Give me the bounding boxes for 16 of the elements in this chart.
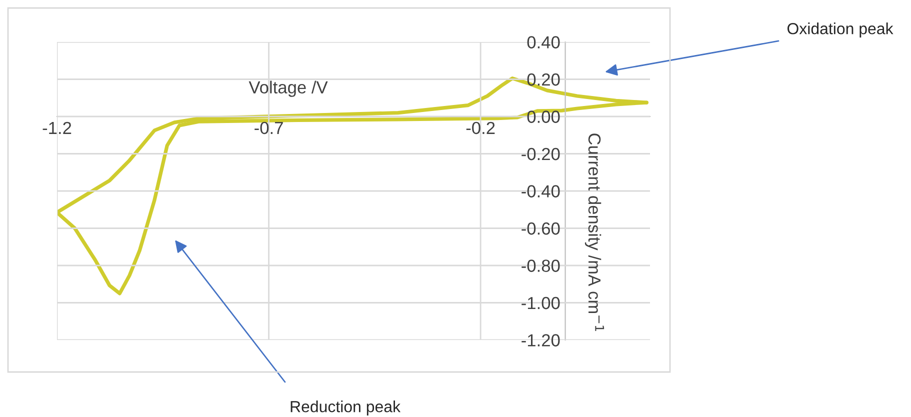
y-tick-label: 0.40	[527, 36, 560, 48]
x-tick-label: -0.2	[466, 122, 495, 134]
y-tick-label: -1.20	[522, 334, 560, 346]
y-tick-label: -0.20	[522, 148, 560, 160]
x-tick-label: -0.7	[254, 122, 283, 134]
y-axis-title: Current density /mA cm$^{−1}$	[584, 134, 604, 332]
y-tick-label: -1.00	[522, 296, 560, 310]
text: Reduction peak	[290, 400, 401, 416]
y-tick-label: 0.20	[527, 73, 560, 86]
y-tick-label: -0.40	[522, 185, 560, 198]
x-tick-label: -1.2	[42, 122, 72, 134]
y-tick-label: -0.60	[522, 222, 560, 235]
y-tick-label: -0.80	[522, 260, 560, 272]
x-axis-title: Voltage /V	[248, 80, 328, 97]
y-tick-label: 0.00	[527, 110, 560, 123]
text: Oxidation peak	[787, 22, 894, 38]
